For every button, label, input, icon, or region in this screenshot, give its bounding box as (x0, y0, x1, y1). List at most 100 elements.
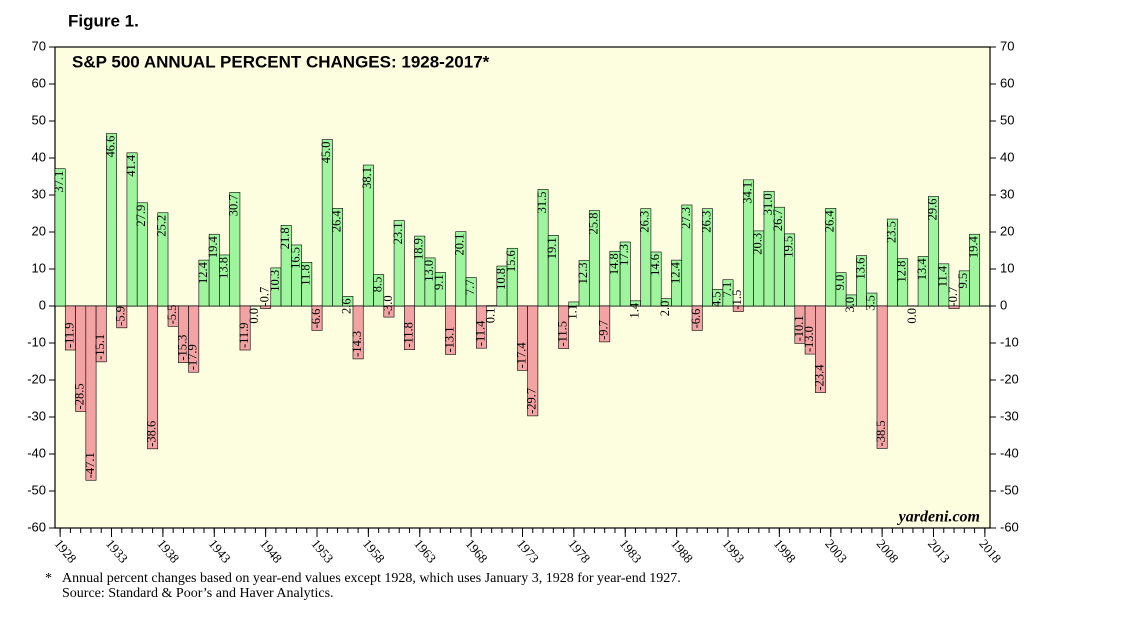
value-label: 2.0 (658, 301, 672, 317)
value-label: -23.4 (812, 364, 826, 391)
x-tick-label: 1928 (52, 536, 80, 566)
bar (681, 204, 693, 307)
bar (136, 202, 148, 307)
x-tick-label: 2003 (822, 536, 850, 566)
source: Source: Standard & Poor’s and Haver Anal… (62, 586, 334, 601)
bar (85, 305, 97, 481)
value-label: -17.9 (186, 344, 200, 370)
x-tick-label: 2008 (874, 536, 902, 566)
bar (948, 305, 960, 309)
value-label: 9.0 (833, 275, 847, 291)
value-label: 45.0 (319, 142, 333, 164)
value-label: 2.6 (340, 298, 354, 314)
x-tick-label: 1943 (206, 536, 234, 566)
x-tick-label: 1953 (308, 536, 336, 566)
y-tick-label-right: 60 (1000, 75, 1014, 90)
value-label: -47.1 (83, 452, 97, 478)
watermark: yardeni.com (897, 509, 980, 526)
value-label: -14.3 (350, 331, 364, 357)
bar (588, 210, 600, 307)
bar (815, 305, 826, 393)
value-label: -15.3 (175, 335, 189, 361)
value-label: -6.6 (689, 309, 703, 329)
x-tick-label: 2018 (976, 536, 1004, 566)
bar (506, 247, 518, 307)
value-label: -11.9 (62, 322, 76, 348)
value-label: 46.6 (103, 136, 117, 158)
value-label: 9.1 (432, 274, 446, 290)
bar (239, 305, 251, 351)
value-label: 23.5 (884, 221, 898, 243)
y-tick-label: -50 (27, 482, 46, 497)
value-label: -1.5 (730, 290, 744, 310)
value-label: 25.2 (155, 215, 169, 237)
bar (445, 305, 457, 355)
x-tick-label: 1978 (565, 536, 593, 566)
y-tick-label: -40 (27, 445, 46, 460)
bar (404, 305, 415, 350)
bar (702, 208, 713, 307)
bar (527, 305, 539, 417)
bar (383, 305, 395, 318)
bar (876, 305, 888, 449)
y-tick-label: -60 (27, 519, 46, 534)
value-label: -17.4 (514, 342, 528, 369)
bar (928, 196, 939, 307)
bar (188, 305, 200, 373)
y-tick-label-right: 20 (1000, 223, 1014, 238)
bar (260, 305, 272, 309)
value-label: 11.4 (936, 265, 950, 287)
bar (969, 233, 981, 307)
bar (373, 274, 385, 307)
value-label: 31.5 (535, 191, 549, 213)
bar (301, 262, 313, 307)
bar (475, 305, 487, 349)
value-label: 27.3 (679, 207, 693, 229)
value-label: 0.1 (484, 308, 498, 324)
footnote-marker: * (45, 571, 52, 586)
footnote: Annual percent changes based on year-end… (62, 571, 681, 586)
value-label: -9.7 (597, 320, 611, 340)
y-tick-label: 0 (39, 297, 46, 312)
value-label: 11.8 (299, 264, 313, 285)
x-tick-label: 1993 (719, 536, 747, 566)
y-tick-label-right: -60 (1000, 519, 1019, 534)
value-label: 13.8 (216, 257, 230, 279)
x-tick-label: 1968 (463, 536, 491, 566)
bar (229, 192, 241, 307)
value-label: 26.3 (699, 211, 713, 233)
value-label: -38.5 (874, 420, 888, 446)
value-label: 30.7 (227, 194, 241, 216)
value-label: 0.0 (905, 308, 919, 324)
value-label: 3.0 (843, 297, 857, 313)
value-label: -11.4 (473, 320, 487, 346)
y-tick-label: -30 (27, 408, 46, 423)
y-tick-label-right: 40 (1000, 149, 1014, 164)
y-tick-label: 50 (32, 112, 46, 127)
value-label: 9.5 (956, 273, 970, 289)
value-label: 12.8 (895, 261, 909, 283)
value-label: -6.6 (309, 309, 323, 329)
bar (106, 133, 117, 307)
y-tick-label: 30 (32, 186, 46, 201)
value-label: 19.5 (782, 236, 796, 258)
value-label: -28.5 (73, 383, 87, 409)
y-tick-label: -20 (27, 371, 46, 386)
value-label: 4.5 (710, 291, 724, 307)
bar (332, 208, 343, 307)
bar (54, 168, 66, 307)
figure-label: Figure 1. (68, 11, 139, 30)
value-label: -13.0 (802, 326, 816, 352)
bar (856, 255, 868, 307)
value-label: -10.1 (792, 315, 806, 341)
bar (835, 272, 847, 307)
y-tick-label: 40 (32, 149, 46, 164)
value-label: -13.1 (442, 326, 456, 352)
value-label: 14.6 (648, 254, 662, 276)
bar (434, 272, 446, 307)
value-label: 19.4 (966, 235, 980, 258)
value-label: 19.1 (545, 237, 559, 259)
x-tick-label: 1948 (257, 536, 285, 566)
value-label: 3.5 (864, 295, 878, 311)
bar (342, 296, 354, 307)
